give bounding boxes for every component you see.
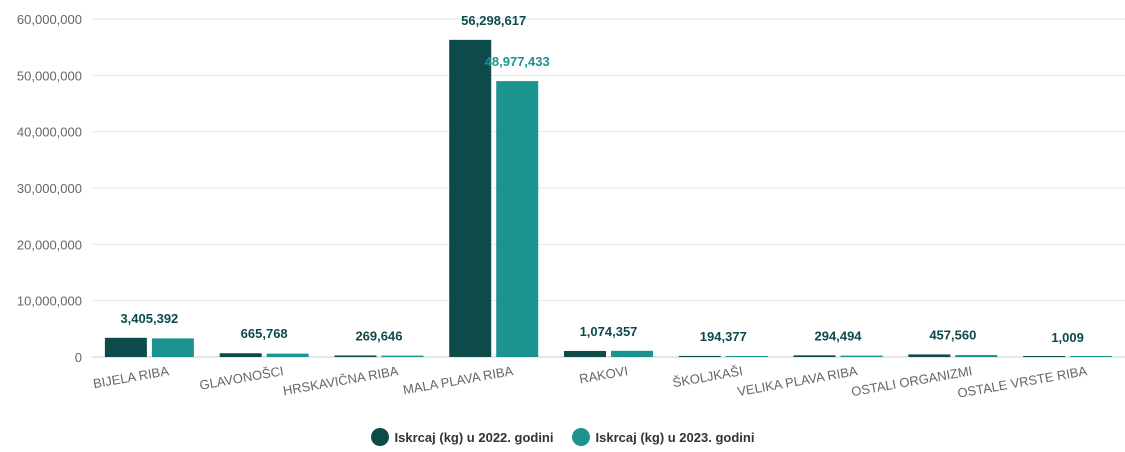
data-label-2022: 56,298,617: [461, 13, 526, 28]
x-tick-label: HRSKAVIČNA RIBA: [282, 363, 400, 398]
bar-2023: [266, 353, 309, 357]
bar-2023: [725, 356, 768, 357]
y-tick-label: 60,000,000: [17, 12, 82, 27]
data-label-2022: 665,768: [241, 326, 288, 341]
y-tick-label: 40,000,000: [17, 125, 82, 140]
bar-2022: [564, 350, 606, 357]
bar-chart: 0 10,000,000 20,000,000 30,000,000 40,000,00…: [17, 12, 1125, 401]
x-tick-label: BIJELA RIBA: [92, 363, 170, 391]
x-tick-label: RAKOVI: [578, 363, 629, 386]
bar-2022: [908, 354, 951, 357]
x-tick-label: OSTALE VRSTE RIBA: [956, 363, 1088, 401]
legend-swatch-2023: [571, 428, 590, 446]
y-tick-label: 0: [75, 350, 82, 365]
legend-label-2023: Iskrcaj (kg) u 2023. godini: [595, 429, 755, 445]
bar-2022: [449, 39, 492, 357]
data-label-2022: 457,560: [929, 327, 976, 342]
data-label-2022: 294,494: [815, 328, 863, 343]
bar-2023: [381, 355, 424, 357]
bar-2022: [1023, 356, 1066, 357]
bar-2023: [496, 81, 539, 357]
bar-2023: [151, 338, 194, 357]
y-tick-label: 50,000,000: [17, 68, 82, 83]
bar-2022: [678, 355, 721, 357]
bar-2022: [219, 353, 262, 357]
x-tick-label: VELIKA PLAVA RIBA: [736, 363, 859, 399]
y-tick-label: 10,000,000: [17, 294, 82, 309]
x-tick-label: OSTALI ORGANIZMI: [850, 363, 973, 399]
bar-2022: [334, 355, 377, 357]
x-tick-label: MALA PLAVA RIBA: [402, 363, 515, 397]
y-tick-label: 30,000,000: [17, 181, 82, 196]
data-label-2022: 1,074,357: [580, 324, 638, 339]
data-label-2022: 1,009: [1051, 330, 1084, 345]
legend: Iskrcaj (kg) u 2022. godini Iskrcaj (kg)…: [0, 428, 1125, 446]
data-label-2023: 48,977,433: [485, 54, 550, 69]
bar-2023: [955, 355, 998, 357]
x-tick-label: GLAVONOŠCI: [198, 363, 284, 393]
bar-2023: [611, 350, 653, 357]
data-label-2022: 269,646: [355, 328, 402, 343]
legend-item-2023[interactable]: Iskrcaj (kg) u 2023. godini: [571, 428, 755, 446]
data-label-2022: 194,377: [700, 329, 747, 344]
bar-2023: [840, 355, 883, 357]
bar-2022: [793, 355, 836, 357]
legend-swatch-2022: [370, 428, 389, 446]
x-tick-label: ŠKOLJKAŠI: [671, 363, 743, 390]
data-label-2022: 3,405,392: [120, 311, 178, 326]
bar-2023: [1070, 356, 1113, 357]
y-tick-label: 20,000,000: [17, 237, 82, 252]
legend-item-2022[interactable]: Iskrcaj (kg) u 2022. godini: [370, 428, 554, 446]
legend-label-2022: Iskrcaj (kg) u 2022. godini: [394, 429, 554, 445]
bar-2022: [104, 337, 147, 357]
